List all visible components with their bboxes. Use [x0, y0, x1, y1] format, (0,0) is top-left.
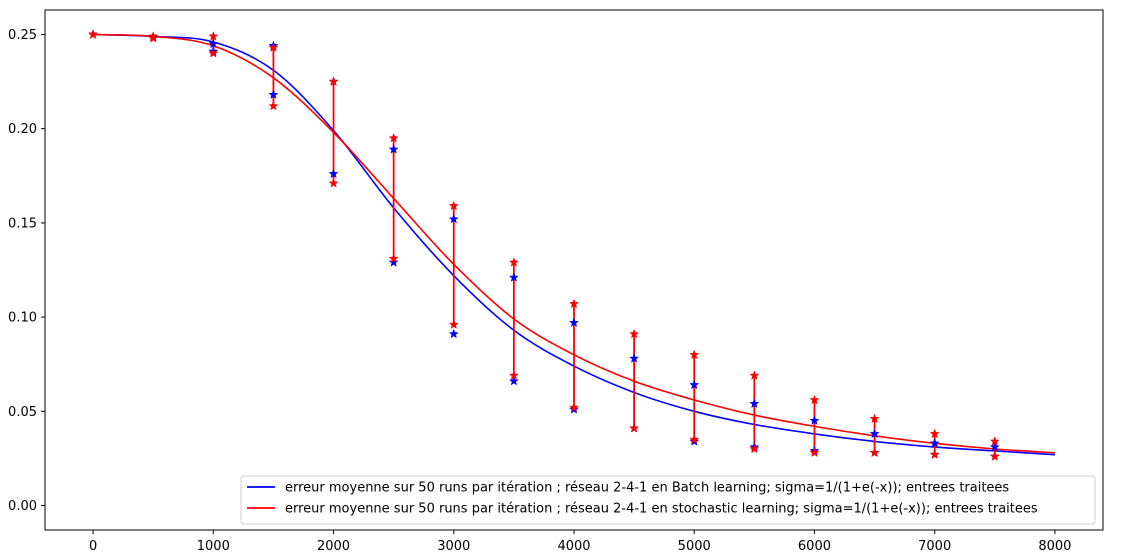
- series-1-marker: [869, 447, 880, 458]
- error-bars: [152, 36, 996, 457]
- series-0-marker: [388, 144, 399, 154]
- series-0-marker: [929, 438, 940, 448]
- series-0-marker: [268, 89, 279, 100]
- y-axis: 0.00 0.05 0.10 0.15 0.20 0.25: [8, 28, 45, 514]
- y-tick-label: 0.05: [8, 405, 37, 420]
- series-0-marker: [328, 168, 339, 179]
- series-1-marker: [629, 328, 640, 339]
- markers: [88, 29, 1000, 461]
- x-tick-label: 3000: [437, 539, 470, 554]
- series-1-marker: [689, 434, 700, 444]
- series-1-marker: [749, 443, 760, 454]
- series-1-marker: [448, 200, 459, 211]
- series-0-marker: [568, 317, 580, 328]
- series-0-marker: [809, 415, 820, 426]
- y-tick-label: 0.00: [8, 499, 37, 514]
- x-tick-label: 7000: [918, 539, 951, 554]
- x-tick-label: 5000: [678, 539, 711, 554]
- series-1-marker: [989, 451, 1000, 461]
- series-0-marker: [448, 328, 459, 339]
- legend-label-0: erreur moyenne sur 50 runs par itération…: [285, 481, 1009, 496]
- series-1-marker: [448, 319, 459, 329]
- series-1-marker: [268, 100, 279, 111]
- series-1-marker: [328, 76, 339, 86]
- series-1-marker: [328, 178, 339, 188]
- x-tick-label: 1000: [197, 539, 230, 554]
- y-tick-label: 0.25: [8, 28, 37, 43]
- series-0-marker: [629, 353, 640, 363]
- y-tick-label: 0.10: [8, 311, 37, 326]
- plot-area: [93, 33, 1055, 456]
- series-line-1: [93, 33, 1055, 454]
- series-0-marker: [869, 428, 880, 439]
- series-0-marker: [989, 441, 1000, 452]
- y-tick-label: 0.20: [8, 122, 37, 137]
- series-1-marker: [208, 48, 219, 58]
- series-line-0: [93, 33, 1055, 456]
- series-1-marker: [869, 413, 880, 424]
- series-1-marker: [148, 32, 159, 43]
- x-tick-label: 8000: [1038, 539, 1071, 554]
- legend: erreur moyenne sur 50 runs par itération…: [240, 475, 1096, 525]
- series-0-marker: [508, 375, 519, 386]
- x-axis: 0 1000 2000 3000 4000 5000 6000 7000 8000: [89, 530, 1071, 554]
- series-1-marker: [989, 436, 1000, 446]
- x-tick-label: 0: [89, 539, 97, 554]
- series-0-marker: [448, 213, 459, 224]
- series-1-marker: [809, 394, 820, 405]
- series-1-marker: [268, 42, 279, 52]
- series-0-marker: [689, 379, 700, 390]
- series-1-marker: [689, 349, 700, 360]
- series-1-marker: [809, 447, 820, 458]
- legend-box: [240, 475, 1096, 525]
- series-0-marker: [749, 398, 760, 409]
- series-1-marker: [208, 31, 219, 41]
- series-1-marker: [629, 422, 640, 433]
- series-1-marker: [388, 132, 399, 143]
- series-1-marker: [508, 370, 519, 380]
- x-tick-label: 4000: [557, 539, 590, 554]
- series-0-marker: [208, 38, 219, 49]
- series-1-marker: [929, 449, 940, 459]
- y-tick-label: 0.15: [8, 216, 37, 231]
- series-0-marker: [388, 257, 399, 267]
- series-1-marker: [508, 257, 519, 267]
- series-1-marker: [388, 253, 399, 263]
- series-1-marker: [749, 370, 760, 380]
- series-1-marker: [568, 402, 580, 412]
- series-1-marker: [88, 29, 99, 39]
- series-1-marker: [568, 298, 580, 309]
- x-tick-label: 6000: [798, 539, 831, 554]
- series-1-marker: [929, 428, 940, 439]
- x-tick-label: 2000: [317, 539, 350, 554]
- series-0-marker: [508, 272, 519, 282]
- legend-label-1: erreur moyenne sur 50 runs par itération…: [285, 502, 1038, 517]
